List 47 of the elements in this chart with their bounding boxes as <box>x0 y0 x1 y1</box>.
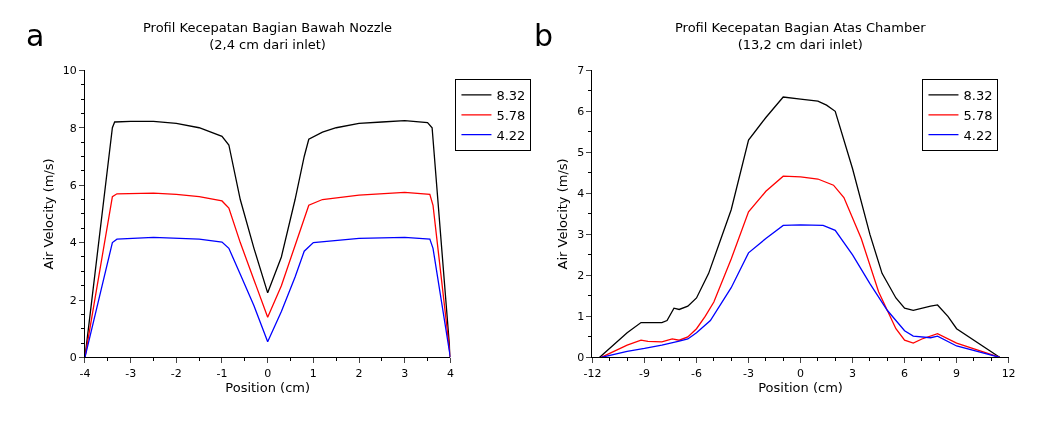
x-axis-title: Position (cm) <box>225 380 311 396</box>
x-tick-label: -2 <box>170 366 182 380</box>
legend-label: 5.78 <box>496 107 526 123</box>
legend-label: 8.32 <box>963 87 993 103</box>
x-tick-label: -9 <box>639 366 650 380</box>
x-tick-label: 3 <box>401 366 409 380</box>
text: b <box>534 18 554 53</box>
x-tick-label: -6 <box>691 366 702 380</box>
chart-title: Profil Kecepatan Bagian Bawah Nozzle (2,4 cm dari inlet) <box>143 20 393 52</box>
y-tick-label: 4 <box>577 187 585 201</box>
y-axis-title: Air Velocity (m/s) <box>555 158 571 270</box>
x-tick-label: -4 <box>79 366 91 380</box>
x-tick-label: 12 <box>1001 366 1016 380</box>
y-tick-label: 6 <box>577 105 585 119</box>
x-tick-label: 0 <box>797 366 805 380</box>
y-tick-label: 8 <box>69 121 77 135</box>
legend-label: 5.78 <box>963 107 993 123</box>
y-tick-label: 1 <box>577 310 585 324</box>
y-tick-label: 3 <box>577 228 585 242</box>
y-tick-label: 6 <box>69 179 77 193</box>
legend-label: 4.22 <box>963 127 993 143</box>
legend-label: 8.32 <box>496 87 526 103</box>
line-series <box>600 224 1001 358</box>
y-tick-label: 2 <box>69 293 77 307</box>
y-tick-label: 5 <box>577 146 585 160</box>
x-axis-title: Position (cm) <box>758 380 843 396</box>
text: a <box>26 18 45 53</box>
y-tick-label: 7 <box>577 64 585 78</box>
x-tick-label: 6 <box>901 366 909 380</box>
x-tick-label: 9 <box>953 366 961 380</box>
y-tick-label: 0 <box>69 351 77 365</box>
chart-title: Profil Kecepatan Bagian Atas Chamber (13,2 cm dari inlet) <box>675 20 927 52</box>
x-tick-label: 1 <box>309 366 317 380</box>
legend-label: 4.22 <box>496 127 526 143</box>
y-tick-label: 0 <box>577 351 585 365</box>
x-tick-label: -1 <box>216 366 228 380</box>
x-tick-label: 0 <box>264 366 272 380</box>
x-tick-label: 3 <box>849 366 857 380</box>
x-tick-label: -3 <box>125 366 137 380</box>
x-tick-label: 2 <box>355 366 363 380</box>
x-tick-label: 4 <box>446 366 454 380</box>
y-tick-label: 2 <box>577 269 585 283</box>
y-tick-label: 4 <box>69 236 77 250</box>
x-tick-label: -12 <box>583 366 602 380</box>
y-tick-label: 10 <box>62 64 77 78</box>
x-tick-label: -3 <box>743 366 755 380</box>
y-axis-title: Air Velocity (m/s) <box>40 158 56 270</box>
